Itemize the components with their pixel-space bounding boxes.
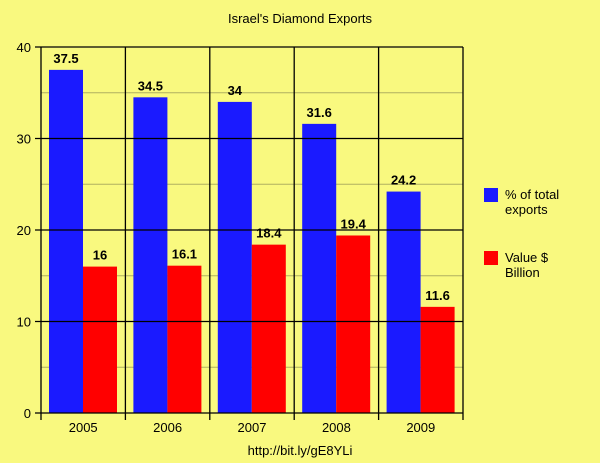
bar <box>49 69 83 413</box>
bar <box>302 123 337 414</box>
axes: 0 10 20 30 40 2005 2006 2007 2008 2009 <box>17 40 464 435</box>
x-tick-label: 2005 <box>69 420 98 435</box>
data-label: 34 <box>228 83 243 98</box>
legend-label: Billion <box>505 265 540 280</box>
data-labels: 37.5 34.5 34 31.6 24.2 16 16.1 18.4 19.4 11.6 <box>53 51 450 303</box>
x-tick-label: 2006 <box>153 420 182 435</box>
data-label: 24.2 <box>391 173 416 188</box>
y-tick-label: 0 <box>24 406 31 421</box>
y-tick-label: 10 <box>17 315 31 330</box>
x-tick-label: 2008 <box>322 420 351 435</box>
data-label: 16.1 <box>172 247 197 262</box>
legend-swatch <box>484 251 498 265</box>
data-label: 16 <box>93 248 107 263</box>
data-label: 34.5 <box>138 78 163 93</box>
legend-swatch <box>484 188 498 202</box>
legend-label: Value $ <box>505 250 549 265</box>
y-tick-label: 20 <box>17 223 31 238</box>
data-label: 31.6 <box>307 105 332 120</box>
data-label: 37.5 <box>53 51 78 66</box>
x-tick-label: 2009 <box>406 420 435 435</box>
legend-label: exports <box>505 202 548 217</box>
bar <box>83 266 117 413</box>
bars <box>49 69 455 414</box>
data-label: 19.4 <box>341 216 367 231</box>
bar <box>420 306 455 413</box>
bar <box>133 97 168 413</box>
y-tick-label: 40 <box>17 40 31 55</box>
bar <box>217 101 252 414</box>
data-label: 11.6 <box>425 288 450 303</box>
data-label: 18.4 <box>256 226 282 241</box>
bar <box>167 265 202 413</box>
bar <box>336 235 371 413</box>
chart-title: Israel's Diamond Exports <box>228 11 373 26</box>
x-tick-label: 2007 <box>238 420 267 435</box>
bar <box>386 191 421 413</box>
legend-label: % of total <box>505 187 559 202</box>
y-tick-label: 30 <box>17 132 31 147</box>
footer-url[interactable]: http://bit.ly/gE8YLi <box>248 443 353 458</box>
bar <box>251 244 286 413</box>
